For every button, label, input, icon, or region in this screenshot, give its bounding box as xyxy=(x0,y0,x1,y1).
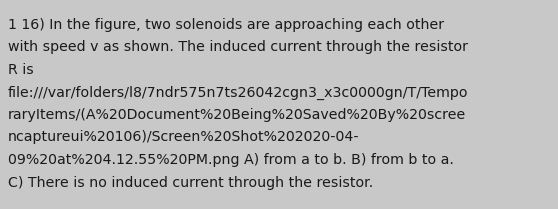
Text: C) There is no induced current through the resistor.: C) There is no induced current through t… xyxy=(8,176,373,190)
Text: with speed v as shown. The induced current through the resistor: with speed v as shown. The induced curre… xyxy=(8,41,468,55)
Text: 09%20at%204.12.55%20PM.png A) from a to b. B) from b to a.: 09%20at%204.12.55%20PM.png A) from a to … xyxy=(8,153,454,167)
Text: 1 16) In the figure, two solenoids are approaching each other: 1 16) In the figure, two solenoids are a… xyxy=(8,18,444,32)
Text: raryItems/(A%20Document%20Being%20Saved%20By%20scree: raryItems/(A%20Document%20Being%20Saved%… xyxy=(8,108,466,122)
Text: R is: R is xyxy=(8,63,33,77)
Text: file:///var/folders/l8/7ndr575n7ts26042cgn3_x3c0000gn/T/Tempo: file:///var/folders/l8/7ndr575n7ts26042c… xyxy=(8,85,469,100)
Text: ncaptureui%20106)/Screen%20Shot%202020-04-: ncaptureui%20106)/Screen%20Shot%202020-0… xyxy=(8,130,359,144)
